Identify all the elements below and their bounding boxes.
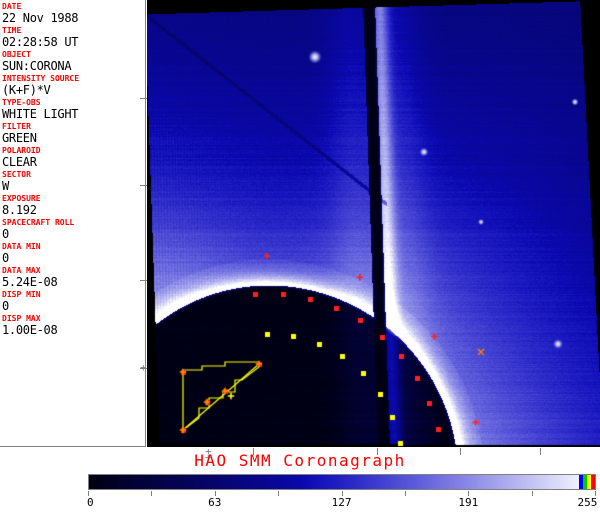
axis-tick-left — [140, 368, 147, 369]
metadata-item: SECTOR W — [2, 170, 145, 193]
crosshair-marker: + — [205, 451, 212, 464]
colorbar-blue-flag — [579, 475, 583, 489]
metadata-label: OBJECT — [2, 50, 31, 59]
colorbar-tick-label: 255 — [577, 496, 598, 509]
axis-tick-bottom — [253, 448, 254, 455]
metadata-item: DISP MIN 0 — [2, 290, 145, 313]
axis-tick-left — [140, 280, 147, 281]
crosshair-marker: + — [140, 361, 147, 374]
metadata-value: 02:28:58 UT — [2, 35, 79, 49]
colorbar-tick-label: 63 — [208, 496, 222, 509]
metadata-value: W — [2, 179, 9, 193]
axis-tick-bottom — [460, 448, 461, 455]
colorbar-tick-labels: 0 63 127 191 255 — [0, 497, 600, 511]
axis-tick-bottom — [377, 448, 378, 455]
metadata-label: TIME — [2, 26, 22, 35]
metadata-value: WHITE LIGHT — [2, 107, 79, 121]
colorbar-tick — [595, 491, 596, 496]
metadata-label: POLAROID — [2, 146, 41, 155]
axis-tick-left — [140, 185, 147, 186]
metadata-label: EXPOSURE — [2, 194, 41, 203]
metadata-item: DATE 22 Nov 1988 — [2, 2, 145, 25]
metadata-label: DISP MAX — [2, 314, 41, 323]
colorbar-tick-label: 191 — [458, 496, 479, 509]
colorbar-tick — [215, 491, 216, 496]
metadata-value: 0 — [2, 251, 9, 265]
metadata-item: FILTER GREEN — [2, 122, 145, 145]
metadata-label: DISP MIN — [2, 290, 41, 299]
metadata-item: SPACECRAFT ROLL 0 — [2, 218, 145, 241]
colorbar-tick — [405, 491, 406, 496]
colorbar-tick — [151, 491, 152, 496]
metadata-label: TYPE-OBS — [2, 98, 41, 107]
crosshair-marker: + — [205, 445, 212, 458]
colorbar-tick-marks — [88, 491, 596, 497]
metadata-value: 5.24E-08 — [2, 275, 58, 289]
metadata-item: TYPE-OBS WHITE LIGHT — [2, 98, 145, 121]
colorbar-tick — [532, 491, 533, 496]
colorbar-tick — [88, 491, 89, 496]
metadata-label: FILTER — [2, 122, 31, 131]
metadata-value: CLEAR — [2, 155, 37, 169]
metadata-label: DATA MAX — [2, 266, 41, 275]
colorbar-gradient — [89, 475, 595, 489]
metadata-item: DISP MAX 1.00E-08 — [2, 314, 145, 337]
colorbar-tick — [468, 491, 469, 496]
metadata-value: 1.00E-08 — [2, 323, 58, 337]
metadata-item: EXPOSURE 8.192 — [2, 194, 145, 217]
colorbar-red-flag — [591, 475, 595, 489]
metadata-label: SECTOR — [2, 170, 31, 179]
chart-title: HAO SMM Coronagraph — [194, 451, 406, 470]
colorbar-tick-label: 127 — [331, 496, 352, 509]
colorbar-green-flag — [583, 475, 587, 489]
corona-image-canvas[interactable] — [147, 0, 600, 447]
colorbar-yellow-flag — [587, 475, 591, 489]
metadata-value: GREEN — [2, 131, 37, 145]
metadata-label: SPACECRAFT ROLL — [2, 218, 75, 227]
coronagraph-image[interactable] — [147, 0, 600, 447]
axis-tick-bottom — [540, 448, 541, 455]
colorbar-tick — [342, 491, 343, 496]
metadata-item: DATA MAX 5.24E-08 — [2, 266, 145, 289]
colorbar-tick-label: 0 — [87, 496, 94, 509]
colorbar[interactable] — [88, 474, 596, 490]
metadata-panel: DATE 22 Nov 1988 TIME 02:28:58 UT OBJECT… — [0, 0, 146, 447]
metadata-item: POLAROID CLEAR — [2, 146, 145, 169]
metadata-item: INTENSITY SOURCE (K+F)*V — [2, 74, 145, 97]
metadata-item: DATA MIN 0 — [2, 242, 145, 265]
metadata-label: INTENSITY SOURCE — [2, 74, 80, 83]
metadata-item: OBJECT SUN:CORONA — [2, 50, 145, 73]
axis-tick-left — [140, 98, 147, 99]
colorbar-tick — [278, 491, 279, 496]
metadata-label: DATE — [2, 2, 22, 11]
metadata-item: TIME 02:28:58 UT — [2, 26, 145, 49]
metadata-value: 0 — [2, 227, 9, 241]
metadata-value: 0 — [2, 299, 9, 313]
metadata-value: (K+F)*V — [2, 83, 51, 97]
metadata-label: DATA MIN — [2, 242, 41, 251]
metadata-value: SUN:CORONA — [2, 59, 72, 73]
metadata-value: 8.192 — [2, 203, 37, 217]
metadata-value: 22 Nov 1988 — [2, 11, 79, 25]
